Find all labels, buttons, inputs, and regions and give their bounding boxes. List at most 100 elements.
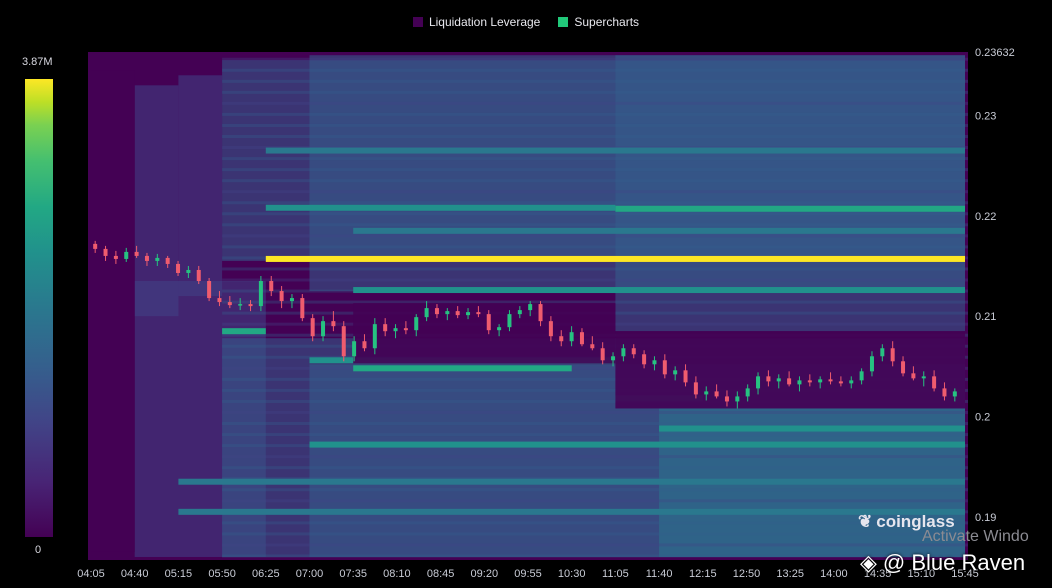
candle-body	[869, 356, 874, 372]
activate-windows-watermark: Activate Windo	[922, 528, 1029, 545]
heatmap-band	[265, 255, 965, 262]
user-watermark-text: @ Blue Raven	[882, 550, 1026, 575]
candle-body	[559, 336, 564, 342]
heatmap-stripe	[222, 90, 969, 94]
heatmap-stripe	[222, 554, 969, 558]
candle-body	[279, 291, 284, 302]
candle-body	[600, 348, 605, 361]
heatmap-stripe	[222, 521, 969, 525]
legend-item-supercharts[interactable]: Supercharts	[558, 15, 639, 29]
candle-body	[921, 376, 926, 379]
candle-body	[466, 312, 471, 316]
x-tick-label: 15:10	[908, 568, 936, 580]
heatmap-stripe	[222, 234, 969, 238]
y-tick-label: 0.19	[975, 512, 996, 524]
y-tick-label: 0.21	[975, 311, 996, 323]
heatmap-stripe	[222, 410, 969, 414]
heatmap-band	[615, 205, 965, 212]
x-tick-label: 13:25	[776, 568, 804, 580]
heatmap-band	[309, 441, 965, 448]
candle-body	[434, 308, 439, 315]
heatmap-stripe	[222, 112, 969, 116]
heatmap-stripe	[222, 477, 969, 481]
candle-body	[662, 360, 667, 375]
candle-body	[538, 304, 543, 322]
candle-body	[631, 348, 636, 355]
heatmap-stripe	[222, 212, 969, 216]
heatmap-block	[615, 55, 965, 332]
heatmap-band	[178, 478, 965, 485]
candle-body	[724, 396, 729, 402]
coinglass-logo-icon: ❦	[858, 512, 873, 531]
heatmap-stripe	[222, 79, 969, 83]
candle-body	[165, 257, 170, 264]
heatmap-band	[222, 328, 266, 335]
x-tick-label: 08:10	[383, 568, 411, 580]
candle-body	[113, 255, 118, 259]
heatmap-stripe	[222, 377, 969, 381]
candle-body	[321, 321, 326, 337]
x-tick-label: 11:40	[646, 568, 673, 580]
candle-body	[673, 370, 678, 375]
x-tick-label: 09:55	[514, 568, 542, 580]
heatmap-block	[178, 75, 223, 297]
heatmap-stripe	[222, 388, 969, 392]
heatmap-stripe	[222, 146, 969, 150]
candle-body	[124, 251, 129, 259]
heatmap-stripe	[222, 57, 969, 61]
candle-body	[497, 327, 502, 331]
colorbar	[25, 79, 53, 537]
candle-body	[134, 251, 139, 256]
candle-body	[414, 317, 419, 331]
heatmap-stripe	[222, 223, 969, 227]
candle-body	[859, 371, 864, 381]
x-tick-label: 05:15	[165, 568, 193, 580]
candle-body	[269, 281, 274, 292]
heatmap-stripe	[222, 68, 969, 72]
candle-body	[176, 263, 181, 273]
candle-body	[590, 344, 595, 349]
candle-body	[403, 328, 408, 331]
heatmap-stripe	[222, 168, 969, 172]
heatmap-band	[265, 204, 616, 211]
candle-body	[155, 257, 160, 261]
x-tick-label: 09:20	[471, 568, 499, 580]
candle-body	[455, 311, 460, 316]
heatmap-stripe	[222, 278, 969, 282]
heatmap-stripe	[222, 455, 969, 459]
coinglass-watermark: ❦ coinglass	[858, 512, 955, 532]
colorbar-min-label: 0	[35, 544, 42, 556]
candle-body	[548, 321, 553, 337]
candle-body	[611, 356, 616, 361]
candle-body	[424, 308, 429, 318]
heatmap-band	[353, 227, 965, 234]
heatmap-stripe	[222, 433, 969, 437]
legend-item-liquidation-leverage[interactable]: Liquidation Leverage	[412, 15, 540, 29]
candle-body	[787, 378, 792, 385]
heatmap-stripe	[222, 267, 969, 271]
diamond-logo-icon: ◈	[860, 550, 877, 575]
candle-body	[445, 311, 450, 315]
price-zone	[615, 331, 965, 409]
x-tick-label: 15:45	[951, 568, 979, 580]
candle-body	[196, 269, 201, 282]
candle-body	[238, 304, 243, 306]
legend-label-supercharts: Supercharts	[574, 15, 640, 29]
candle-body	[880, 348, 885, 357]
x-tick-label: 04:40	[121, 568, 149, 580]
candle-body	[300, 298, 305, 319]
candle-body	[517, 310, 522, 315]
heatmap-stripe	[222, 201, 969, 205]
candle-body	[942, 388, 947, 397]
x-tick-label: 14:35	[864, 568, 892, 580]
heatmap-band	[178, 508, 965, 515]
candle-body	[258, 281, 263, 307]
heatmap-stripe	[222, 422, 969, 426]
candle-body	[756, 376, 761, 389]
candle-body	[621, 348, 626, 357]
candle-body	[310, 318, 315, 337]
candle-body	[289, 298, 294, 302]
candle-body	[652, 360, 657, 365]
candle-body	[849, 380, 854, 384]
